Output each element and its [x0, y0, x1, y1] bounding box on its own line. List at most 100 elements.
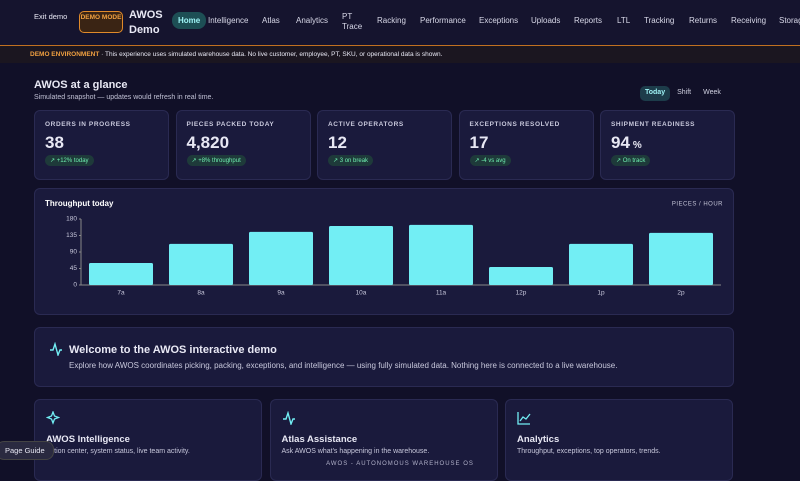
card-icon — [517, 411, 531, 430]
nav-item[interactable]: Atlas — [262, 16, 280, 25]
kpi-value: 12 — [328, 133, 347, 153]
exit-button[interactable]: Exit demo — [34, 12, 68, 22]
x-tick-label: 11a — [436, 290, 447, 297]
kpi-unit: % — [632, 140, 642, 151]
welcome-text: Explore how AWOS coordinates picking, pa… — [69, 361, 618, 370]
nav-item[interactable]: LTL — [617, 16, 631, 25]
bar — [89, 263, 153, 285]
trend-icon: ↗ — [474, 158, 482, 164]
card-text: Ask AWOS what's happening in the warehou… — [281, 448, 430, 455]
kpi-number: 12 — [328, 133, 347, 152]
nav-item[interactable]: Receiving — [731, 16, 767, 25]
feature-card[interactable]: Atlas Assistance Ask AWOS what's happenin… — [269, 399, 498, 481]
x-tick-label: 1p — [597, 290, 605, 297]
kpi-card: EXCEPTIONS RESOLVED 17 ↗ -4 vs avg — [458, 110, 594, 180]
x-tick-label: 9a — [277, 290, 285, 297]
card-text: Action center, system status, live team … — [46, 448, 190, 455]
trend-icon: ↗ — [333, 158, 340, 164]
kpi-value: 38 — [45, 133, 64, 153]
kpi-card: SHIPMENT READINESS 94% ↗ On track — [600, 110, 735, 180]
bar — [249, 231, 313, 285]
banner-text: · This experience uses simulated warehou… — [101, 51, 443, 58]
y-tick-label: 0 — [73, 282, 77, 289]
x-tick-label: 8a — [197, 290, 205, 297]
nav-item[interactable]: Reports — [574, 16, 603, 25]
card-icon — [45, 410, 61, 430]
nav-item[interactable]: Racking — [377, 16, 406, 25]
nav-item[interactable]: Returns — [689, 16, 718, 25]
chart: Throughput today PIECES / HOUR 0 45 90 135 1… — [45, 199, 723, 297]
bar — [409, 224, 473, 285]
kpi-delta: ↗ +12% today — [45, 155, 94, 166]
y-tick-label: 45 — [70, 265, 78, 272]
range-toggle: Today Shift Week — [640, 86, 726, 101]
chart-title: Throughput today — [45, 199, 114, 208]
kpi-label: PIECES PACKED TODAY — [186, 121, 275, 128]
feature-card[interactable]: Analytics Throughput, exceptions, top ope… — [505, 399, 733, 481]
kpi-label: EXCEPTIONS RESOLVED — [469, 121, 560, 128]
trend-icon: ↗ — [616, 158, 623, 164]
x-tick-label: 12p — [516, 290, 527, 297]
card-text: Throughput, exceptions, top operators, t… — [517, 448, 661, 455]
kpi-label: SHIPMENT READINESS — [611, 121, 696, 128]
trend-icon: ↗ — [191, 158, 199, 164]
kpi-delta: ↗ +8% throughput — [186, 155, 246, 166]
card-title: Atlas Assistance — [281, 434, 358, 445]
kpi-delta: ↗ 3 on break — [328, 155, 374, 166]
page-guide-button[interactable]: Page Guide — [0, 441, 54, 460]
range-option[interactable]: Shift — [677, 89, 692, 96]
kpi-number: 4,820 — [186, 133, 230, 152]
bar — [569, 243, 633, 285]
kpi-label: ORDERS IN PROGRESS — [45, 121, 131, 128]
kpi-card: PIECES PACKED TODAY 4,820 ↗ +8% throughput — [175, 110, 311, 180]
card-title: Analytics — [517, 434, 560, 445]
kpi-delta: ↗ -4 vs avg — [469, 155, 511, 166]
kpi-value: 94% — [611, 133, 642, 153]
exit-label[interactable]: Exit demo — [34, 12, 68, 21]
y-tick-label: 90 — [70, 249, 78, 256]
range-option[interactable]: Week — [703, 89, 721, 96]
trend-icon: ↗ — [50, 158, 57, 164]
welcome-card: Welcome to the AWOS interactive demo Exp… — [34, 327, 734, 387]
nav-item[interactable]: PT Trace — [342, 12, 363, 31]
kpi-delta-text: 3 on break — [339, 158, 369, 164]
kpi-delta-text: -4 vs avg — [481, 158, 506, 164]
nav-item[interactable]: Performance — [420, 16, 466, 25]
nav-item[interactable]: Home — [172, 12, 207, 29]
nav-item[interactable]: Uploads — [531, 16, 561, 25]
brand: AWOS Demo — [129, 9, 163, 36]
kpi-number: 38 — [45, 133, 64, 152]
range-option[interactable]: Today — [640, 86, 671, 101]
banner-label: DEMO ENVIRONMENT — [30, 51, 100, 58]
nav-item[interactable]: Storage — [779, 16, 800, 25]
y-tick-label: 180 — [66, 216, 77, 223]
kpi-value: 4,820 — [187, 133, 230, 153]
x-tick-label: 2p — [677, 290, 685, 297]
kpi-card: ORDERS IN PROGRESS 38 ↗ +12% today — [34, 110, 169, 180]
demo-badge: DEMO MODE — [79, 11, 123, 33]
x-tick-label: 10a — [356, 290, 367, 297]
feature-card[interactable]: AWOS Intelligence Action center, system s… — [34, 399, 262, 481]
demo-banner: DEMO ENVIRONMENT · This experience uses … — [0, 45, 800, 63]
glance-title: AWOS at a glance — [34, 79, 128, 91]
bar — [329, 225, 393, 285]
kpi-delta-text: On track — [622, 158, 646, 164]
bar — [649, 232, 713, 285]
kpi-number: 17 — [469, 133, 489, 152]
kpi-number: 94 — [611, 133, 630, 152]
footer: AWOS - AUTONOMOUS WAREHOUSE OS — [326, 461, 474, 467]
welcome-title: Welcome to the AWOS interactive demo — [69, 344, 277, 356]
kpi-delta: ↗ On track — [611, 155, 651, 166]
kpi-value: 17 — [470, 133, 489, 153]
nav-item[interactable]: Exceptions — [479, 16, 519, 25]
card-title: AWOS Intelligence — [46, 434, 130, 445]
kpi-delta-text: +12% today — [56, 158, 89, 164]
pulse-icon — [50, 342, 62, 356]
kpi-delta-text: +8% throughput — [198, 158, 241, 164]
nav-item[interactable]: Intelligence — [208, 16, 249, 25]
nav-item[interactable]: Tracking — [644, 16, 675, 25]
nav-item[interactable]: Analytics — [296, 16, 329, 25]
kpi-card: ACTIVE OPERATORS 12 ↗ 3 on break — [317, 110, 452, 180]
x-tick-label: 7a — [117, 290, 125, 297]
